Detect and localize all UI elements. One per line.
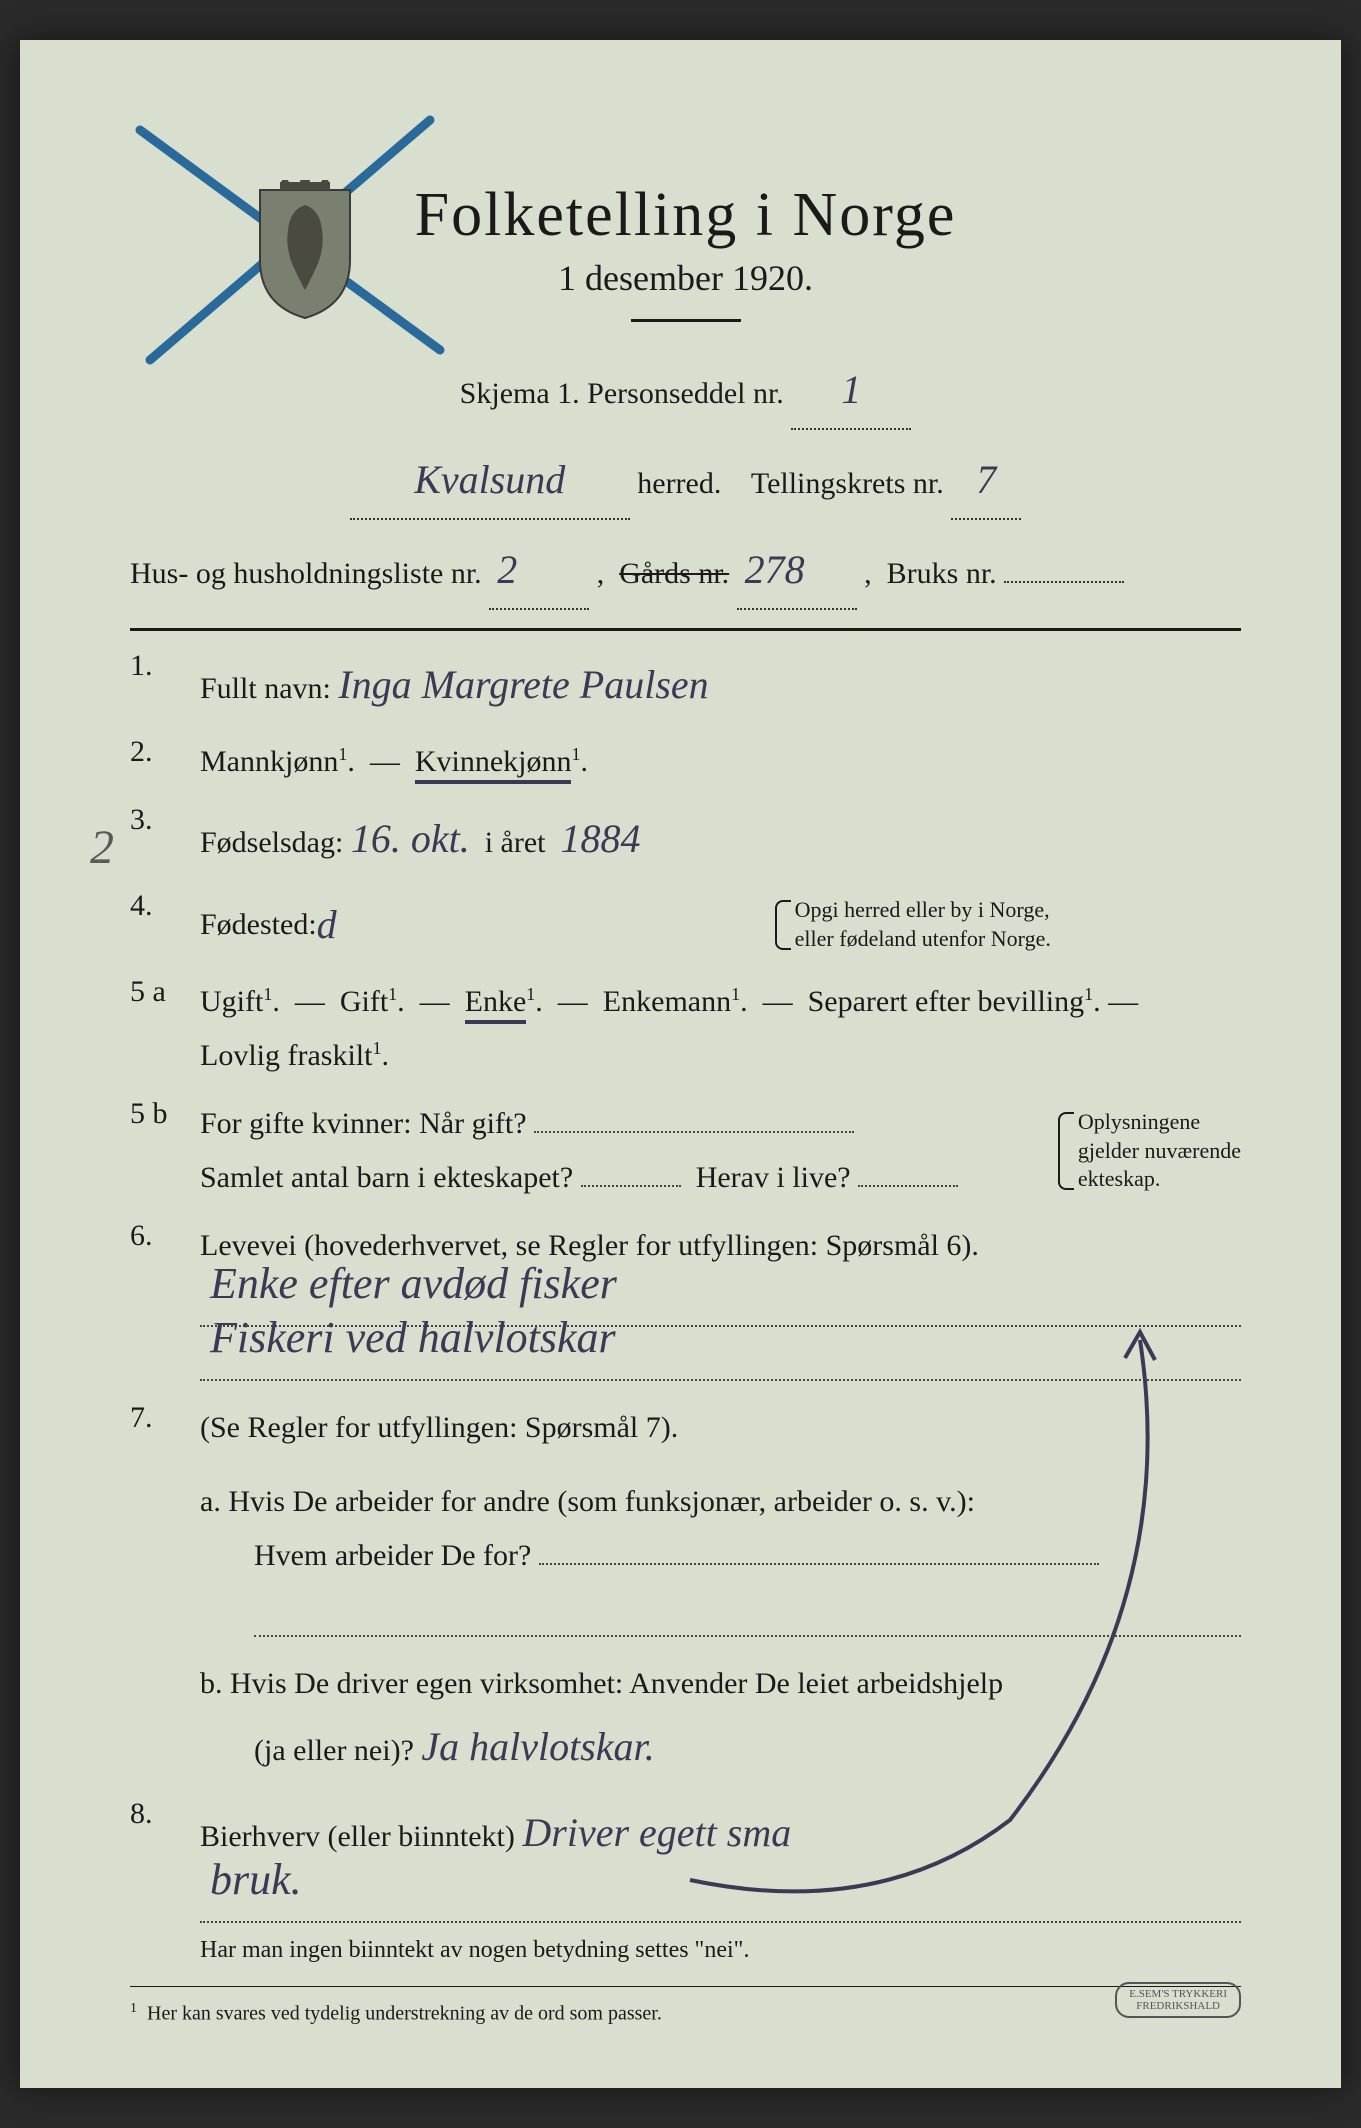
census-form-document: Folketelling i Norge 1 desember 1920. Sk… — [20, 40, 1341, 2088]
stamp-l1: E.SEM'S TRYKKERI — [1129, 1988, 1227, 2000]
q8-note: Har man ingen biinntekt av nogen betydni… — [200, 1929, 1241, 1972]
q6-num: 6. — [130, 1219, 200, 1253]
q4-value: d — [317, 902, 337, 947]
q8-value1: Driver egett sma — [522, 1810, 791, 1855]
q5a-ugift: Ugift — [200, 985, 263, 1018]
skjema-line: Skjema 1. Personseddel nr. 1 — [130, 352, 1241, 430]
q7-label: (Se Regler for utfyllingen: Spørsmål 7). — [200, 1411, 678, 1444]
q3-day: 16. okt. — [351, 816, 470, 861]
q1-row: 1. Fullt navn: Inga Margrete Paulsen — [130, 649, 1241, 721]
q5b-note-l1: Oplysningene — [1078, 1109, 1200, 1134]
q5b-label3: Herav i live? — [696, 1161, 851, 1194]
q3-row: 3. Fødselsdag: 16. okt. i året 1884 — [130, 803, 1241, 875]
divider-top — [130, 628, 1241, 631]
q3-year: 1884 — [561, 816, 641, 861]
q5b-note-l3: ekteskap. — [1078, 1166, 1160, 1191]
q7-row: 7. (Se Regler for utfyllingen: Spørsmål … — [130, 1401, 1241, 1783]
q1-value: Inga Margrete Paulsen — [338, 662, 708, 707]
q1-label: Fullt navn: — [200, 672, 331, 705]
q5a-fraskilt: Lovlig fraskilt — [200, 1039, 372, 1072]
q7b-label: b. Hvis De driver egen virksomhet: Anven… — [200, 1667, 1003, 1700]
gards-nr: 278 — [745, 547, 805, 592]
margin-annotation-2: 2 — [90, 820, 114, 875]
husliste-line: Hus- og husholdningsliste nr. 2 , Gårds … — [130, 532, 1241, 610]
footnote: 1 Her kan svares ved tydelig understrekn… — [130, 2001, 1241, 2026]
q7a-label: a. Hvis De arbeider for andre (som funks… — [200, 1485, 975, 1518]
title-rule — [631, 319, 741, 322]
q5b-num: 5 b — [130, 1097, 200, 1131]
herred-label: herred. — [637, 467, 721, 500]
q5a-enkemann: Enkemann — [603, 985, 731, 1018]
q6-line2: Fiskeri ved halvlotskar — [210, 1298, 616, 1377]
stamp-l2: FREDRIKSHALD — [1136, 2000, 1220, 2012]
q7b-value: Ja halvlotskar. — [421, 1724, 654, 1769]
q3-year-label: i året — [485, 826, 546, 859]
q8-row: 8. Bierhverv (eller biinntekt) Driver eg… — [130, 1797, 1241, 1972]
q4-label: Fødested: — [200, 898, 317, 952]
q8-value2: bruk. — [210, 1840, 302, 1919]
husliste-nr: 2 — [497, 547, 517, 592]
q5b-label1: For gifte kvinner: Når gift? — [200, 1107, 527, 1140]
q7-num: 7. — [130, 1401, 200, 1435]
q5a-enke: Enke — [465, 985, 527, 1024]
q5b-note-l2: gjelder nuværende — [1078, 1138, 1241, 1163]
personseddel-nr: 1 — [841, 367, 861, 412]
q5b-label2: Samlet antal barn i ekteskapet? — [200, 1161, 573, 1194]
skjema-label: Skjema 1. Personseddel nr. — [460, 377, 784, 410]
q6-row: 6. Levevei (hovederhvervet, se Regler fo… — [130, 1219, 1241, 1387]
q5b-note: Oplysningene gjelder nuværende ekteskap. — [1058, 1108, 1241, 1194]
q2-mann: Mannkjønn — [200, 745, 338, 778]
q4-note-l1: Opgi herred eller by i Norge, — [795, 897, 1050, 922]
tellingskrets-nr: 7 — [976, 457, 996, 502]
q5a-row: 5 a Ugift1. — Gift1. — Enke1. — Enkemann… — [130, 975, 1241, 1083]
q1-num: 1. — [130, 649, 200, 683]
gards-label: Gårds nr. — [619, 557, 729, 590]
q5b-row: 5 b For gifte kvinner: Når gift? Samlet … — [130, 1097, 1241, 1205]
q7b-sub: (ja eller nei)? — [254, 1734, 414, 1767]
q3-num: 3. — [130, 803, 200, 837]
q4-num: 4. — [130, 889, 200, 923]
divider-bottom — [130, 1986, 1241, 1987]
norway-coat-of-arms — [250, 180, 360, 320]
husliste-label: Hus- og husholdningsliste nr. — [130, 557, 482, 590]
footnote-text: Her kan svares ved tydelig understreknin… — [147, 2003, 662, 2025]
q4-note: Opgi herred eller by i Norge, eller føde… — [775, 896, 1051, 953]
q7a-sub: Hvem arbeider De for? — [254, 1539, 531, 1572]
tellingskrets-label: Tellingskrets nr. — [751, 467, 944, 500]
printer-stamp: E.SEM'S TRYKKERI FREDRIKSHALD — [1115, 1982, 1241, 2018]
q2-num: 2. — [130, 735, 200, 769]
bruks-label: Bruks nr. — [887, 557, 997, 590]
q5a-gift: Gift — [340, 985, 388, 1018]
q2-row: 2. Mannkjønn1. — Kvinnekjønn1. — [130, 735, 1241, 789]
q5a-separert: Separert efter bevilling — [808, 985, 1085, 1018]
q3-label: Fødselsdag: — [200, 826, 343, 859]
q5a-num: 5 a — [130, 975, 200, 1009]
q2-kvinne: Kvinnekjønn — [415, 745, 572, 784]
q4-note-l2: eller fødeland utenfor Norge. — [795, 926, 1051, 951]
herred-name: Kvalsund — [414, 457, 565, 502]
q8-num: 8. — [130, 1797, 200, 1831]
herred-line: Kvalsund herred. Tellingskrets nr. 7 — [130, 442, 1241, 520]
q4-row: 4. Fødested: d Opgi herred eller by i No… — [130, 889, 1241, 961]
